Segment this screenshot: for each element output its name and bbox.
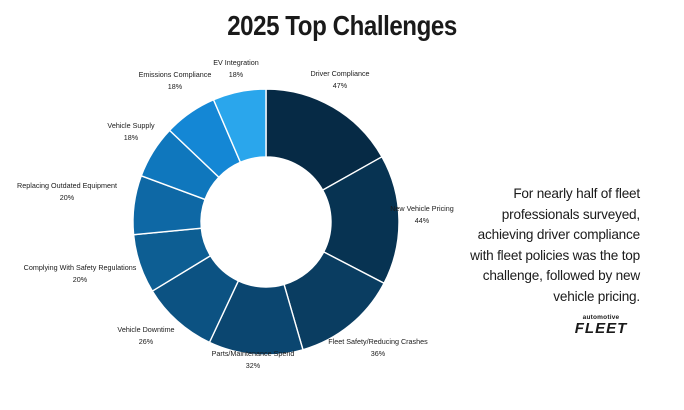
slice-category-label: EV Integration [213, 58, 259, 67]
slice-value-label: 47% [333, 81, 348, 90]
slice-category-label: New Vehicle Pricing [390, 204, 454, 213]
slice-value-label: 18% [168, 82, 183, 91]
slice-value-label: 20% [73, 275, 88, 284]
slice-category-label: Vehicle Supply [107, 121, 155, 130]
slice-value-label: 26% [139, 337, 154, 346]
donut-slice [212, 88, 267, 164]
caption-line: professionals surveyed, [501, 206, 640, 222]
slice-value-label: 20% [60, 193, 75, 202]
chart-title: 2025 Top Challenges [227, 10, 457, 41]
slice-value-label: 36% [371, 349, 386, 358]
slice-category-label: Driver Compliance [310, 69, 369, 78]
caption-line: achieving driver compliance [477, 227, 641, 243]
slice-value-label: 18% [124, 133, 139, 142]
logo-top-text: automotive [582, 314, 620, 321]
slice-category-label: Complying With Safety Regulations [24, 263, 137, 272]
caption-line: For nearly half of fleet [513, 186, 640, 201]
slice-category-label: Replacing Outdated Equipment [17, 181, 117, 190]
slice-category-label: Fleet Safety/Reducing Crashes [328, 337, 428, 346]
slice-category-label: Vehicle Downtime [117, 325, 174, 334]
slice-category-label: Emissions Compliance [139, 70, 212, 79]
donut-slices [132, 88, 400, 356]
caption: For nearly half of fleet professionals s… [452, 184, 640, 308]
slice-value-label: 32% [246, 361, 261, 370]
caption-line: challenge, followed by new [482, 268, 640, 284]
slice-value-label: 44% [415, 216, 430, 225]
logo-main-text: FLEET [574, 320, 628, 337]
automotive-fleet-logo: automotive FLEET [560, 314, 642, 336]
slice-labels: Driver Compliance 47% New Vehicle Pricing 4… [17, 58, 454, 370]
caption-line: with fleet policies was the top [470, 247, 640, 263]
slice-value-label: 18% [229, 70, 244, 79]
slice-category-label: Parts/Maintenance Spend [212, 349, 295, 358]
caption-line: vehicle pricing. [553, 288, 640, 304]
